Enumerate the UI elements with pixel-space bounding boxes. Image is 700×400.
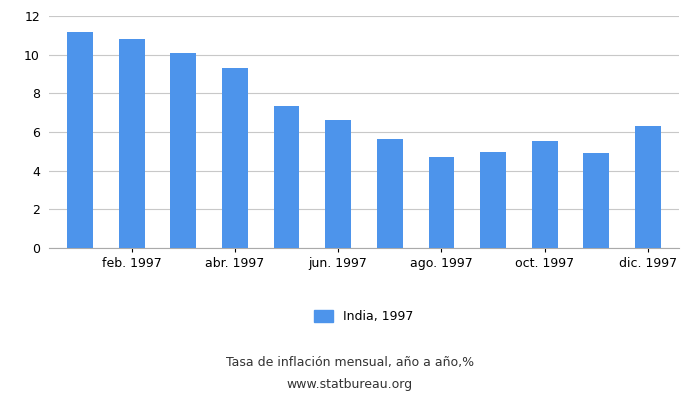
Legend: India, 1997: India, 1997 (309, 305, 419, 328)
Bar (170, 53, 196, 248)
Bar (119, 39, 144, 248)
Bar (480, 152, 506, 248)
Text: www.statbureau.org: www.statbureau.org (287, 378, 413, 391)
Bar (584, 153, 609, 248)
Bar (222, 68, 248, 248)
Bar (377, 139, 402, 248)
Bar (67, 32, 93, 248)
Bar (428, 157, 454, 248)
Bar (326, 120, 351, 248)
Bar (274, 106, 300, 248)
Bar (532, 141, 558, 248)
Bar (635, 126, 661, 248)
Text: Tasa de inflación mensual, año a año,%: Tasa de inflación mensual, año a año,% (226, 356, 474, 369)
